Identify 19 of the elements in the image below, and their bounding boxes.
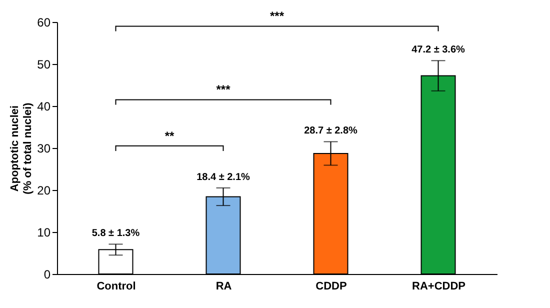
annotation: *** [216,82,231,97]
x-tick-label: Control [96,280,136,292]
y-tick-label: 50 [37,58,51,72]
data-label: 28.7 ± 2.8% [304,126,358,137]
annotation: ** [164,128,174,143]
annotation: *** [270,9,284,24]
x-tick-label: RA [216,280,232,292]
y-tick-label: 40 [37,100,51,114]
y-tick-label: 0 [44,268,51,282]
data-label: 18.4 ± 2.1% [196,172,250,183]
data-label: 5.8 ± 1.3% [92,228,140,240]
x-tick-label: RA+CDDP [412,280,466,292]
x-tick-label: CDDP [316,280,347,292]
y-tick-label: 30 [37,142,51,156]
data-label: 47.2 ± 3.6% [412,44,466,56]
y-tick-label: 20 [37,184,51,198]
y-axis-title: Apoptotic nuclei (% of total nuclei) [9,102,34,194]
y-tick-label: 10 [37,226,51,240]
y-tick-label: 60 [37,16,51,30]
